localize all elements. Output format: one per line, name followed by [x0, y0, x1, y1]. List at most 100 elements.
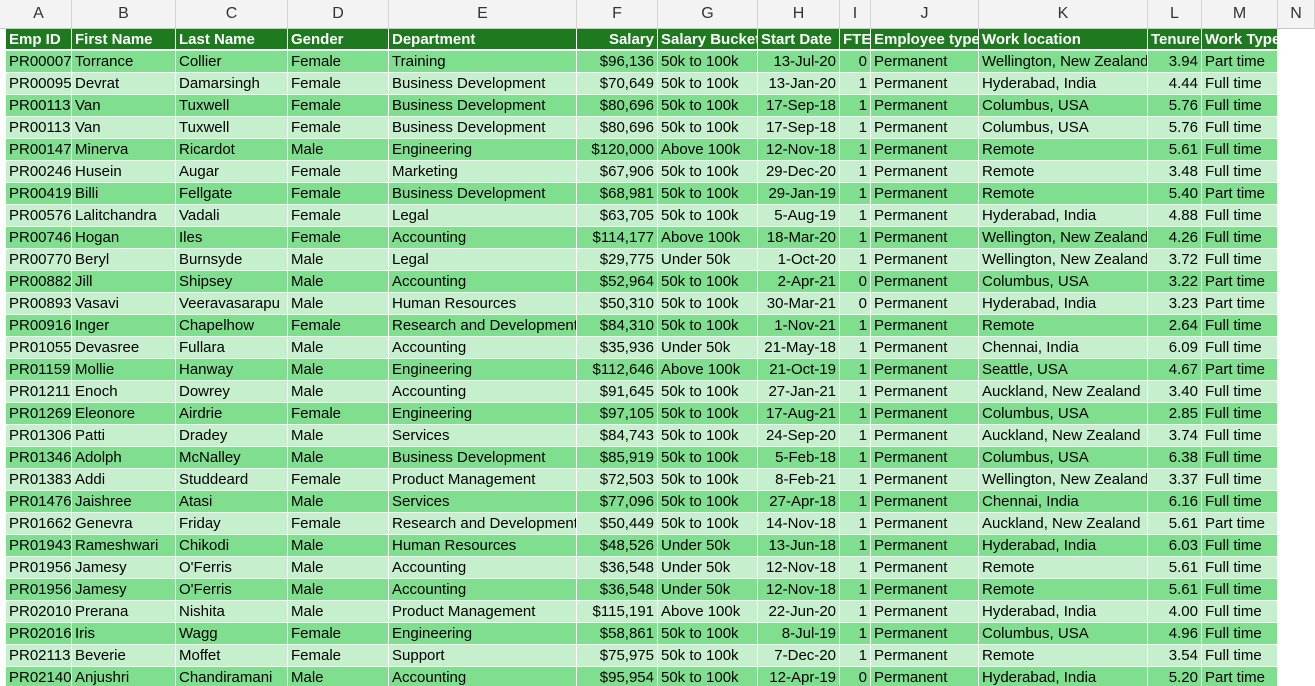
column-header-l[interactable]: L: [1148, 0, 1202, 28]
cell[interactable]: Female: [288, 227, 389, 249]
cell[interactable]: Business Development: [389, 73, 577, 95]
cell[interactable]: Part time: [1202, 513, 1278, 535]
cell[interactable]: 6.16: [1148, 491, 1202, 513]
cell[interactable]: 1: [840, 359, 871, 381]
cell[interactable]: PR00147: [6, 139, 72, 161]
cell[interactable]: $112,646: [577, 359, 658, 381]
cell[interactable]: Salary: [577, 29, 658, 51]
cell[interactable]: 13-Jan-20: [758, 73, 840, 95]
cell[interactable]: $85,919: [577, 447, 658, 469]
empty-cell[interactable]: [1278, 227, 1315, 249]
cell[interactable]: $58,861: [577, 623, 658, 645]
cell[interactable]: PR01159: [6, 359, 72, 381]
cell[interactable]: Full time: [1202, 139, 1278, 161]
cell[interactable]: 3.74: [1148, 425, 1202, 447]
cell[interactable]: $48,526: [577, 535, 658, 557]
cell[interactable]: Employee type: [871, 29, 979, 51]
cell[interactable]: 50k to 100k: [658, 469, 758, 491]
cell[interactable]: 1: [840, 601, 871, 623]
cell[interactable]: Adolph: [72, 447, 176, 469]
cell[interactable]: Male: [288, 359, 389, 381]
cell[interactable]: Columbus, USA: [979, 271, 1148, 293]
cell[interactable]: PR01956: [6, 579, 72, 601]
cell[interactable]: Part time: [1202, 271, 1278, 293]
cell[interactable]: 1: [840, 469, 871, 491]
cell[interactable]: PR01943: [6, 535, 72, 557]
cell[interactable]: Part time: [1202, 183, 1278, 205]
cell[interactable]: Female: [288, 95, 389, 117]
cell[interactable]: 3.37: [1148, 469, 1202, 491]
cell[interactable]: Friday: [176, 513, 288, 535]
cell[interactable]: 50k to 100k: [658, 403, 758, 425]
cell[interactable]: Studdeard: [176, 469, 288, 491]
cell[interactable]: 50k to 100k: [658, 667, 758, 686]
cell[interactable]: 3.54: [1148, 645, 1202, 667]
cell[interactable]: 0: [840, 271, 871, 293]
cell[interactable]: Hyderabad, India: [979, 667, 1148, 686]
cell[interactable]: 5.61: [1148, 513, 1202, 535]
cell[interactable]: 50k to 100k: [658, 623, 758, 645]
empty-cell[interactable]: [1278, 271, 1315, 293]
cell[interactable]: PR01211: [6, 381, 72, 403]
cell[interactable]: Damarsingh: [176, 73, 288, 95]
cell[interactable]: Engineering: [389, 403, 577, 425]
cell[interactable]: Full time: [1202, 601, 1278, 623]
cell[interactable]: $96,136: [577, 51, 658, 73]
cell[interactable]: Permanent: [871, 51, 979, 73]
cell[interactable]: Permanent: [871, 315, 979, 337]
cell[interactable]: 50k to 100k: [658, 491, 758, 513]
cell[interactable]: Above 100k: [658, 227, 758, 249]
cell[interactable]: 1: [840, 95, 871, 117]
cell[interactable]: 2.64: [1148, 315, 1202, 337]
cell[interactable]: 50k to 100k: [658, 205, 758, 227]
cell[interactable]: 13-Jul-20: [758, 51, 840, 73]
cell[interactable]: Male: [288, 491, 389, 513]
cell[interactable]: Last Name: [176, 29, 288, 51]
cell[interactable]: 1: [840, 139, 871, 161]
cell[interactable]: Lalitchandra: [72, 205, 176, 227]
cell[interactable]: Jamesy: [72, 557, 176, 579]
cell[interactable]: Female: [288, 623, 389, 645]
cell[interactable]: Emp ID: [6, 29, 72, 51]
cell[interactable]: PR00882: [6, 271, 72, 293]
cell[interactable]: 1: [840, 491, 871, 513]
cell[interactable]: 50k to 100k: [658, 161, 758, 183]
cell[interactable]: Male: [288, 139, 389, 161]
cell[interactable]: 1: [840, 623, 871, 645]
cell[interactable]: Permanent: [871, 337, 979, 359]
cell[interactable]: Full time: [1202, 425, 1278, 447]
cell[interactable]: 1: [840, 227, 871, 249]
cell[interactable]: Jaishree: [72, 491, 176, 513]
cell[interactable]: Burnsyde: [176, 249, 288, 271]
empty-cell[interactable]: [1278, 513, 1315, 535]
cell[interactable]: Full time: [1202, 447, 1278, 469]
cell[interactable]: 50k to 100k: [658, 381, 758, 403]
cell[interactable]: Permanent: [871, 557, 979, 579]
cell[interactable]: $52,964: [577, 271, 658, 293]
cell[interactable]: 21-Oct-19: [758, 359, 840, 381]
cell[interactable]: 1: [840, 315, 871, 337]
cell[interactable]: Permanent: [871, 469, 979, 491]
empty-cell[interactable]: [1278, 315, 1315, 337]
cell[interactable]: Rameshwari: [72, 535, 176, 557]
cell[interactable]: Full time: [1202, 205, 1278, 227]
cell[interactable]: 1: [840, 337, 871, 359]
cell[interactable]: Fullara: [176, 337, 288, 359]
cell[interactable]: Auckland, New Zealand: [979, 513, 1148, 535]
cell[interactable]: $63,705: [577, 205, 658, 227]
cell[interactable]: 17-Sep-18: [758, 95, 840, 117]
cell[interactable]: Male: [288, 447, 389, 469]
cell[interactable]: 50k to 100k: [658, 315, 758, 337]
cell[interactable]: Permanent: [871, 425, 979, 447]
cell[interactable]: 5.76: [1148, 117, 1202, 139]
cell[interactable]: $120,000: [577, 139, 658, 161]
column-header-b[interactable]: B: [72, 0, 176, 28]
cell[interactable]: Permanent: [871, 249, 979, 271]
cell[interactable]: Business Development: [389, 95, 577, 117]
cell[interactable]: Female: [288, 469, 389, 491]
cell[interactable]: Female: [288, 161, 389, 183]
column-header-g[interactable]: G: [658, 0, 758, 28]
cell[interactable]: PR01269: [6, 403, 72, 425]
cell[interactable]: PR00419: [6, 183, 72, 205]
